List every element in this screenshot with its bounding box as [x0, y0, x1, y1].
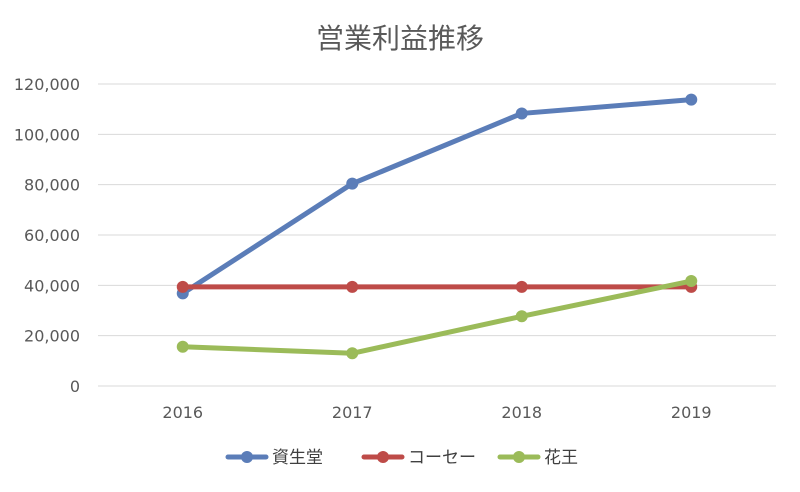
- y-tick-label: 100,000: [14, 125, 80, 144]
- data-point: [346, 280, 359, 293]
- series-line: [180, 97, 694, 296]
- x-tick-label: 2017: [332, 403, 373, 422]
- data-point: [176, 280, 189, 293]
- x-tick-label: 2016: [162, 403, 203, 422]
- x-tick-label: 2018: [501, 403, 542, 422]
- data-point: [685, 275, 698, 288]
- legend-swatch-marker: [513, 451, 525, 463]
- legend-item: コーセー: [361, 448, 476, 468]
- chart-title: 営業利益推移: [316, 22, 484, 55]
- series-line: [180, 278, 694, 356]
- legend: 資生堂 コーセー 花王: [225, 448, 578, 468]
- legend-item: 花王: [497, 448, 578, 468]
- series-0: [176, 93, 698, 300]
- series-1: [176, 280, 698, 293]
- y-tick-label: 120,000: [14, 75, 80, 94]
- data-point: [176, 340, 189, 353]
- data-point: [515, 107, 528, 120]
- legend-label: 花王: [544, 448, 578, 468]
- data-point: [346, 177, 359, 190]
- legend-label: コーセー: [408, 448, 476, 468]
- y-axis-ticks: 0 20,000 40,000 60,000 80,000 100,000 120,000: [14, 75, 80, 396]
- legend-swatch-marker: [241, 451, 253, 463]
- series-2: [176, 275, 698, 360]
- data-point: [515, 310, 528, 323]
- y-tick-label: 0: [70, 377, 80, 396]
- legend-label: 資生堂: [272, 448, 323, 468]
- x-tick-label: 2019: [671, 403, 712, 422]
- x-axis-ticks: 2016 2017 2018 2019: [162, 403, 711, 422]
- legend-item: 資生堂: [225, 448, 323, 468]
- y-tick-label: 20,000: [24, 327, 80, 346]
- legend-swatch-marker: [377, 451, 389, 463]
- data-point: [685, 93, 698, 106]
- y-tick-label: 40,000: [24, 276, 80, 295]
- data-point: [515, 280, 528, 293]
- y-tick-label: 60,000: [24, 226, 80, 245]
- series-layer: [176, 93, 698, 360]
- data-point: [346, 347, 359, 360]
- gridlines: [98, 83, 776, 387]
- y-tick-label: 80,000: [24, 176, 80, 195]
